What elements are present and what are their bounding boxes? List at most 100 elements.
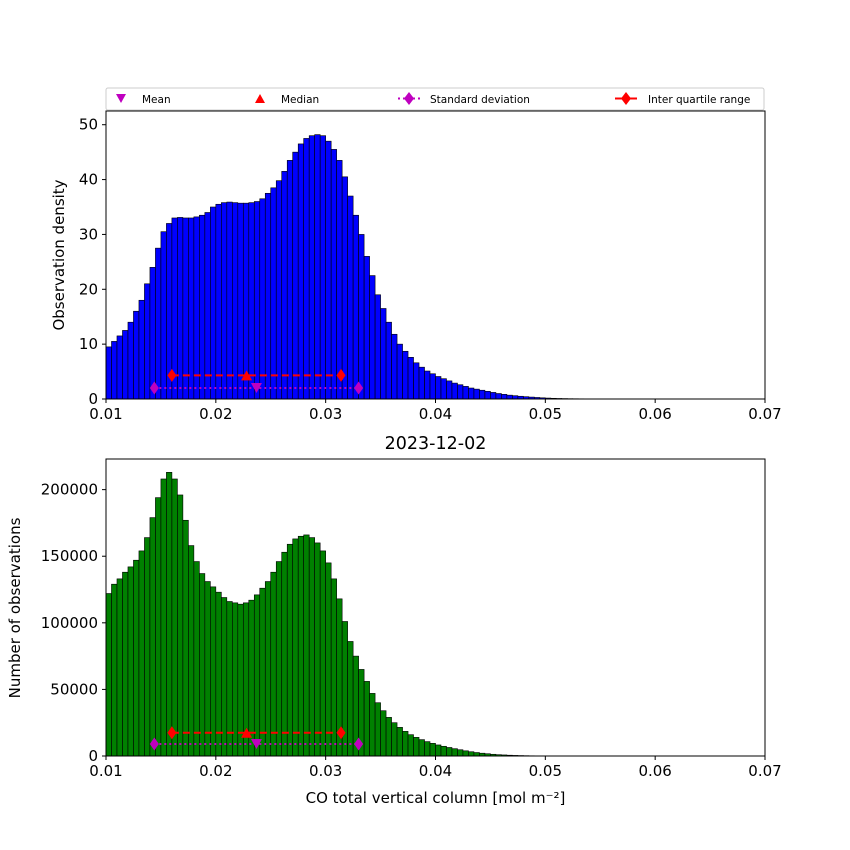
density-y-tick-label: 50 bbox=[79, 116, 98, 134]
count-bar bbox=[177, 494, 184, 757]
iqr-diamond-icon bbox=[621, 92, 631, 105]
count-bar bbox=[138, 550, 145, 757]
density-bar bbox=[314, 134, 321, 400]
density-x-ticks: 0.01 0.02 0.03 0.04 0.05 0.06 0.07 bbox=[89, 399, 782, 423]
count-bar bbox=[363, 681, 370, 757]
count-bars bbox=[105, 472, 585, 757]
density-bar bbox=[226, 201, 233, 400]
density-y-tick-label: 10 bbox=[79, 335, 98, 353]
count-bar bbox=[275, 561, 283, 757]
density-bar bbox=[501, 394, 508, 400]
density-bar bbox=[303, 138, 310, 400]
density-bar bbox=[127, 321, 134, 400]
count-bar bbox=[473, 752, 480, 757]
density-y-tick-label: 30 bbox=[79, 225, 98, 243]
density-std-high-marker bbox=[354, 381, 364, 395]
count-y-axis-label: Number of observations bbox=[6, 517, 24, 698]
count-x-ticks: 0.01 0.02 0.03 0.04 0.05 0.06 0.07 bbox=[89, 756, 782, 780]
count-bar bbox=[314, 542, 321, 757]
density-bar bbox=[111, 341, 118, 400]
density-bar bbox=[336, 160, 343, 400]
count-x-tick-label: 0.03 bbox=[309, 762, 342, 780]
count-bar bbox=[303, 534, 310, 757]
density-y-tick-label: 0 bbox=[88, 390, 98, 408]
density-bar bbox=[347, 195, 354, 400]
count-bar bbox=[286, 543, 294, 757]
density-x-tick-label: 0.06 bbox=[638, 405, 671, 423]
density-median-marker bbox=[241, 370, 253, 381]
density-bar bbox=[440, 378, 447, 400]
median-marker-icon bbox=[255, 94, 265, 103]
density-x-tick-label: 0.01 bbox=[89, 405, 122, 423]
count-bar bbox=[308, 537, 315, 757]
density-bar bbox=[369, 275, 376, 400]
count-bar bbox=[127, 566, 134, 757]
count-bar bbox=[380, 710, 387, 757]
count-bar bbox=[160, 478, 167, 757]
count-bar bbox=[407, 734, 414, 757]
density-bar bbox=[490, 392, 497, 400]
density-bar bbox=[275, 180, 283, 400]
count-mean-marker bbox=[250, 739, 262, 750]
density-bars bbox=[105, 134, 618, 400]
density-bar bbox=[495, 393, 502, 400]
density-bar bbox=[352, 214, 359, 400]
legend-item-median: Median bbox=[255, 94, 319, 106]
count-x-tick-label: 0.06 bbox=[638, 762, 671, 780]
legend-label-iqr: Inter quartile range bbox=[648, 94, 750, 106]
count-iqr-low-marker bbox=[167, 726, 177, 740]
density-stats-overlay bbox=[149, 368, 364, 395]
density-y-axis-label: Observation density bbox=[50, 179, 68, 330]
density-bar bbox=[182, 217, 189, 400]
density-bar bbox=[105, 346, 112, 400]
density-bar bbox=[116, 335, 123, 400]
density-bar bbox=[424, 370, 431, 400]
density-x-tick-label: 0.07 bbox=[748, 405, 781, 423]
count-x-tick-label: 0.04 bbox=[419, 762, 452, 780]
density-bar bbox=[149, 267, 156, 400]
density-bar bbox=[138, 299, 145, 400]
count-bar bbox=[424, 741, 431, 757]
density-x-tick-label: 0.04 bbox=[419, 405, 452, 423]
count-bar bbox=[347, 641, 354, 757]
count-histogram-panel: 2023-12-02 0.01 0.02 0.03 0.04 0.05 0.06 0.07 … bbox=[6, 434, 782, 807]
legend-label-median: Median bbox=[281, 94, 319, 106]
count-y-tick-label: 200000 bbox=[41, 481, 98, 499]
density-bar bbox=[215, 203, 222, 400]
density-bar bbox=[319, 135, 326, 400]
density-bar bbox=[435, 376, 442, 400]
count-y-ticks: 0 50000 100000 150000 200000 bbox=[41, 481, 106, 765]
legend: Mean Median Standard deviation Inter qua… bbox=[105, 87, 765, 111]
count-bar bbox=[171, 478, 178, 757]
density-y-tick-label: 40 bbox=[79, 171, 98, 189]
count-bar bbox=[330, 578, 337, 757]
count-bar bbox=[264, 581, 272, 757]
count-bar bbox=[319, 550, 326, 757]
count-x-axis-label: CO total vertical column [mol m⁻²] bbox=[306, 789, 566, 807]
density-bar bbox=[242, 202, 250, 400]
legend-label-mean: Mean bbox=[142, 94, 171, 106]
count-chart-title: 2023-12-02 bbox=[385, 434, 487, 454]
density-bar bbox=[484, 391, 491, 400]
density-bar bbox=[232, 202, 239, 400]
count-bar bbox=[402, 731, 409, 757]
std-diamond-icon bbox=[404, 92, 414, 105]
count-y-tick-label: 50000 bbox=[50, 680, 98, 698]
mean-marker-icon bbox=[116, 94, 126, 103]
count-bar bbox=[116, 578, 123, 757]
count-bar bbox=[270, 571, 277, 757]
density-bar bbox=[374, 294, 381, 400]
count-x-tick-label: 0.07 bbox=[748, 762, 781, 780]
count-bar bbox=[122, 571, 129, 757]
density-x-tick-label: 0.05 bbox=[529, 405, 562, 423]
count-bar bbox=[457, 749, 464, 757]
density-bar bbox=[506, 394, 513, 400]
count-bar bbox=[149, 517, 156, 757]
count-bar bbox=[166, 472, 173, 757]
density-bar bbox=[413, 362, 420, 400]
density-bar bbox=[259, 198, 266, 400]
density-bar bbox=[144, 283, 151, 400]
count-bar bbox=[413, 737, 420, 757]
count-bar bbox=[199, 573, 206, 757]
